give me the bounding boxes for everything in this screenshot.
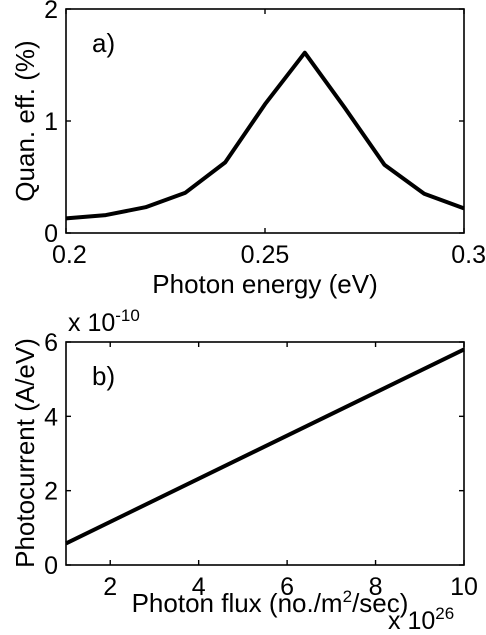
- panel-a: 0.2 0.25 0.3 0 1 2 a) Photon energy (eV) Quan…: [10, 0, 486, 299]
- panel-a-x-tick-label: 0.2: [52, 241, 87, 269]
- panel-b-x-multiplier-base: x 10: [388, 607, 435, 635]
- panel-b-x-tick-label: 4: [192, 573, 206, 601]
- panel-b-y-multiplier: x 10-10: [68, 306, 140, 337]
- panel-b-y-tick-label: 2: [44, 478, 58, 506]
- panel-b-y-multiplier-base: x 10: [68, 309, 115, 337]
- panel-b-y-tick-label: 6: [44, 329, 58, 357]
- panel-a-frame: [65, 8, 465, 234]
- panel-a-label: a): [92, 28, 115, 58]
- panel-a-series-line: [65, 50, 465, 221]
- panel-b-x-multiplier-exp: 26: [435, 604, 454, 623]
- panel-a-tick-labels: 0.2 0.25 0.3 0 1 2: [44, 0, 486, 269]
- panel-b-label: b): [92, 361, 115, 391]
- panel-b-y-tick-label: 4: [44, 403, 58, 431]
- panel-a-y-tick-label: 0: [44, 220, 58, 248]
- panel-b-y-tick-label: 0: [44, 552, 58, 580]
- panel-b-frame: [65, 341, 465, 566]
- panel-b-x-multiplier: x 1026: [388, 604, 454, 635]
- panel-a-y-axis-label: Quan. eff. (%): [10, 40, 40, 201]
- panel-b-series-line: [65, 347, 465, 546]
- panel-b-x-axis-label-sup: 2: [343, 587, 352, 606]
- panel-b-x-tick-label: 8: [369, 573, 383, 601]
- panel-a-y-tick-label: 2: [44, 0, 58, 24]
- panel-a-x-tick-label: 0.25: [241, 241, 290, 269]
- panel-b-tick-labels: 2 4 6 8 10 0 2 4 6: [44, 329, 478, 601]
- panel-b-x-tick-label: 6: [280, 573, 294, 601]
- panel-b-x-axis-label-end: /sec): [352, 588, 408, 618]
- panel-a-y-tick-label: 1: [44, 108, 58, 136]
- panel-b-ticks: [66, 341, 465, 566]
- panel-a-x-axis-label: Photon energy (eV): [152, 269, 377, 299]
- panel-b-x-tick-label: 10: [450, 573, 478, 601]
- panel-b-x-tick-label: 2: [103, 573, 117, 601]
- panel-b-y-multiplier-exp: -10: [115, 306, 140, 325]
- panel-a-ticks: [65, 8, 465, 234]
- panel-b-y-axis-label: Photocurrent (A/eV): [10, 338, 40, 568]
- panel-a-x-tick-label: 0.3: [451, 241, 486, 269]
- panel-b-x-axis-label-main: Photon flux (no./m: [132, 588, 343, 618]
- panel-b-x-axis-label: Photon flux (no./m2/sec): [132, 587, 409, 618]
